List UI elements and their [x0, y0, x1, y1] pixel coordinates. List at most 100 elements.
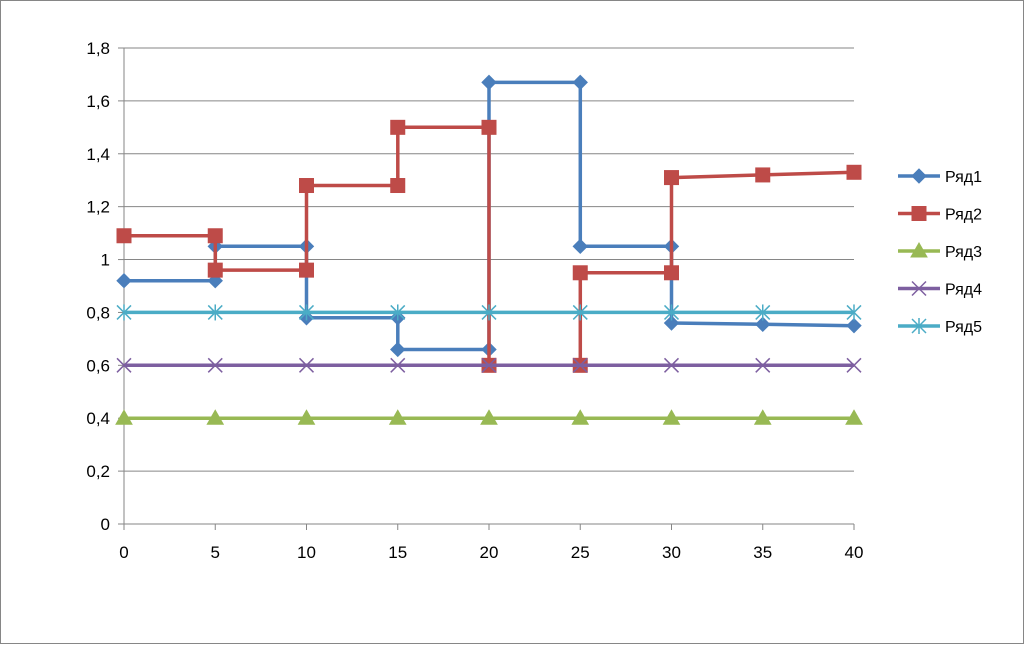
data-point: [481, 74, 497, 91]
legend-label: Ряд4: [945, 282, 982, 299]
legend-label: Ряд1: [945, 169, 982, 186]
x-tick-label: 40: [845, 543, 864, 562]
data-point: [116, 273, 132, 289]
data-point: [755, 316, 771, 333]
marker-stroke: [390, 357, 406, 373]
x-tick-label: 5: [211, 543, 220, 562]
data-point: [116, 228, 132, 244]
marker-stroke: [755, 357, 771, 373]
legend-label: Ряд5: [945, 319, 982, 336]
legend-item-3: Ряд3: [898, 241, 982, 261]
series-2: [116, 119, 862, 373]
x-tick-label: 25: [571, 543, 590, 562]
data-point: [207, 228, 223, 244]
legend-marker: [911, 318, 927, 334]
data-point: [571, 409, 590, 425]
data-point: [207, 304, 223, 321]
data-point: [390, 357, 406, 373]
data-point: [753, 409, 772, 425]
data-point: [572, 357, 588, 373]
y-tick-label: 1: [101, 251, 110, 270]
y-tick-label: 1,8: [86, 39, 110, 58]
data-point: [298, 304, 315, 321]
series-4: [116, 357, 862, 373]
marker-stroke: [207, 357, 223, 373]
data-point: [662, 409, 681, 425]
data-point: [755, 167, 771, 183]
data-point: [845, 409, 863, 425]
y-tick-label: 0,4: [86, 409, 110, 428]
y-tick-label: 1,6: [86, 92, 110, 111]
data-point: [207, 262, 223, 278]
data-point: [116, 304, 132, 321]
data-point: [663, 357, 680, 373]
legend-marker: [911, 280, 927, 297]
data-point: [299, 262, 314, 278]
data-point: [481, 119, 497, 135]
data-point: [663, 315, 680, 331]
data-point: [572, 265, 588, 281]
y-tick-label: 0,6: [86, 356, 110, 375]
y-tick-label: 1,2: [86, 198, 110, 217]
legend-marker: [911, 168, 927, 184]
x-tick-label: 10: [297, 543, 316, 562]
x-tick-label: 20: [480, 543, 499, 562]
axes: 0 0,2 0,4 0,6 0,8 1 1,2 1,4 1,6 1,8 0 5 10 15 20 25 30 35…: [86, 39, 863, 562]
data-point: [755, 357, 771, 373]
marker-stroke: [663, 357, 680, 373]
x-tick-label: 35: [753, 543, 772, 562]
series-5: [116, 304, 862, 321]
data-point: [297, 409, 316, 425]
y-tick-label: 0: [101, 515, 110, 534]
data-point: [116, 357, 132, 373]
x-tick-label: 30: [662, 543, 681, 562]
data-point: [846, 304, 862, 321]
data-point: [664, 170, 679, 186]
marker-stroke: [481, 357, 497, 373]
data-point: [390, 178, 406, 194]
series-3: [115, 409, 863, 425]
x-tick-label: 15: [388, 543, 407, 562]
legend-item-1: Ряд1: [898, 168, 982, 186]
marker-stroke: [911, 280, 927, 297]
data-point: [390, 341, 406, 358]
data-point: [390, 304, 406, 321]
data-point: [115, 409, 133, 425]
data-point: [846, 317, 862, 334]
data-point: [298, 357, 315, 373]
marker-stroke: [298, 357, 315, 373]
data-point: [572, 74, 588, 91]
data-point: [480, 409, 498, 425]
data-point: [755, 304, 771, 321]
legend-marker: [910, 241, 928, 258]
marker-stroke: [846, 357, 862, 373]
marker-stroke: [116, 357, 132, 373]
x-tick-label: 0: [119, 543, 128, 562]
legend: Ряд1 Ряд2 Ряд3 Ряд4 Ряд5: [898, 168, 982, 336]
data-point: [388, 409, 407, 425]
marker-stroke: [572, 357, 588, 373]
data-point: [663, 304, 680, 321]
legend-item-4: Ряд4: [898, 280, 982, 299]
data-point: [664, 265, 679, 281]
legend-marker: [911, 206, 927, 221]
data-point: [481, 357, 497, 373]
data-point: [572, 304, 588, 321]
data-point: [846, 164, 862, 180]
data-point: [207, 357, 223, 373]
y-tick-label: 1,4: [86, 145, 110, 164]
y-tick-label: 0,8: [86, 303, 110, 322]
data-point: [481, 304, 497, 321]
data-point: [846, 357, 862, 373]
legend-label: Ряд3: [945, 244, 982, 261]
data-point: [206, 409, 225, 425]
data-point: [572, 238, 588, 255]
legend-item-5: Ряд5: [898, 318, 982, 336]
y-tick-label: 0,2: [86, 462, 110, 481]
data-point: [390, 119, 406, 135]
plot-series: [115, 74, 863, 425]
legend-item-2: Ряд2: [898, 206, 982, 224]
data-point: [299, 178, 314, 194]
